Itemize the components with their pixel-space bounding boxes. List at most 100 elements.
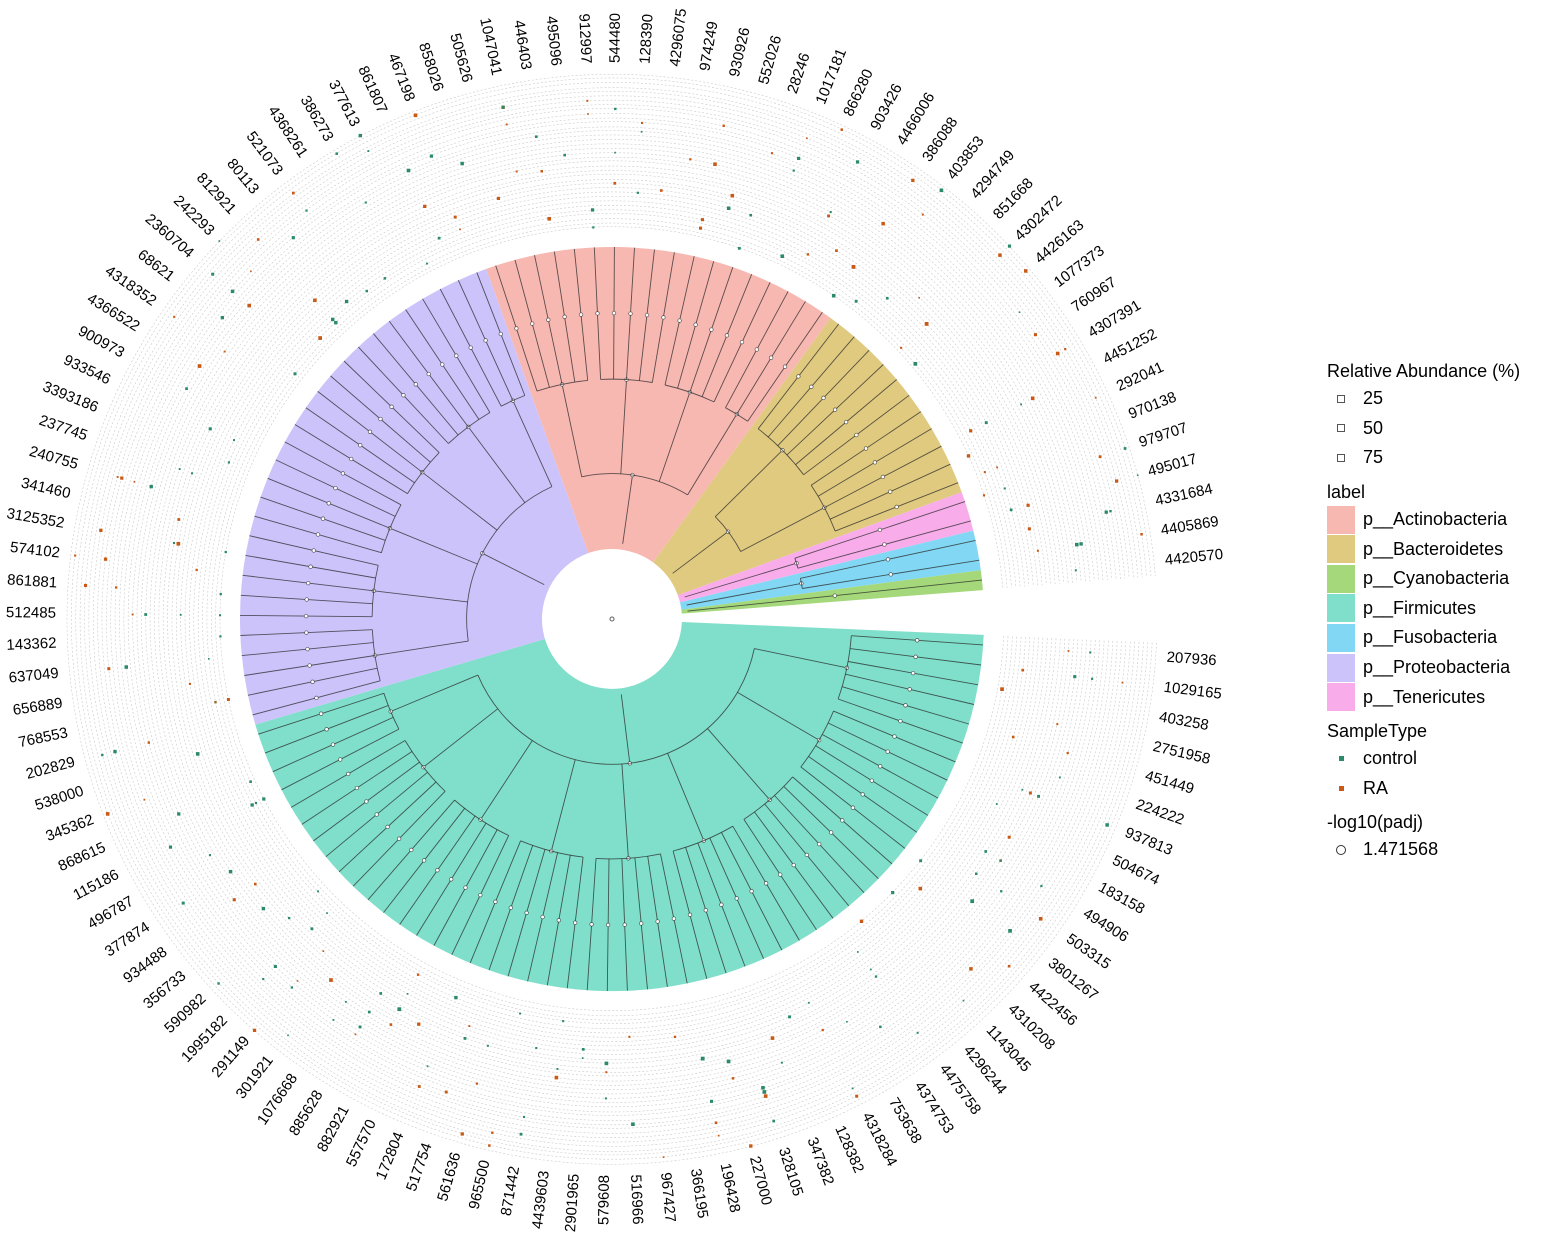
tree-node [338,757,343,762]
abundance-point [208,427,212,431]
tree-branch [687,413,738,496]
abundance-point [780,254,785,258]
abundance-point [749,1144,753,1148]
tree-node [687,912,693,917]
tree-node [671,916,677,921]
tree-node [898,718,903,724]
tree-branch [595,853,661,860]
abundance-point [345,1001,347,1003]
abundance-point [273,964,277,968]
abundance-point [975,872,978,875]
abundance-point [1136,474,1139,476]
abundance-legend-label: 50 [1363,417,1384,438]
abundance-point [290,986,293,989]
abundance-point [631,1122,635,1126]
abundance-point [208,658,210,660]
tree-branch [482,552,545,586]
abundance-legend-label: 75 [1363,447,1384,468]
tree-root-node [609,616,615,622]
phylum-sectors [239,246,984,992]
sampletype-legend-title: SampleType [1327,720,1428,741]
tree-branch [477,648,755,765]
abundance-point [970,899,975,904]
tree-node [885,749,890,754]
tree-node [791,862,796,868]
abundance-point [1079,542,1083,546]
tree-node [739,339,745,345]
tree-node [877,527,883,533]
tree-node [318,711,324,716]
abundance-point [851,265,856,269]
tip-label: 143362 [6,635,57,654]
abundance-point [770,1036,775,1040]
tree-node [832,407,838,412]
tree-node [498,331,503,337]
abundance-point [491,1131,494,1134]
abundance-point [714,1121,718,1125]
abundance-point [962,999,965,1002]
tip-label: 403258 [1158,709,1210,735]
abundance-point [855,1094,859,1098]
abundance-point [219,592,222,596]
abundance-point [726,1059,731,1064]
abundance-point [673,1035,677,1038]
abundance-point [292,236,295,239]
abundance-point [1021,788,1024,791]
tip-label: 467198 [384,51,418,104]
tree-node [907,687,912,692]
abundance-point [859,919,864,923]
abundance-point [700,218,704,222]
label-legend-item: p__Firmicutes [1327,594,1552,624]
abundance-point [737,246,741,250]
tree-node [310,679,315,684]
grid-ring [123,130,1100,1108]
abundance-point [855,160,860,164]
abundance-point [332,1019,335,1021]
abundance-point [358,1025,362,1029]
tip-label: 345362 [43,811,96,845]
tree-node [734,896,739,901]
abundance-point [1074,569,1077,572]
tree-node [869,778,874,783]
tree-node [530,321,535,326]
grid-ring [75,82,1148,1156]
tip-label: 574102 [9,539,61,562]
abundance-point [636,191,639,194]
tip-label: 495017 [1146,450,1199,480]
abundance-point [717,1134,720,1137]
label-legend-text: p__Tenericutes [1363,686,1486,707]
tip-label: 912997 [575,13,594,64]
tree-node [367,429,373,434]
tip-label: 903426 [867,81,906,133]
abundance-point [689,158,692,161]
label-color-swatch [1327,594,1355,623]
abundance-point [292,191,295,195]
grid-ring [84,90,1140,1147]
abundance-point [74,554,77,557]
abundance-point [1089,651,1092,654]
abundance-point [463,1037,467,1040]
tree-node [320,516,326,521]
tip-label: 517754 [403,1141,436,1194]
abundance-point [115,586,118,589]
tree-node [315,532,321,537]
abundance-point [454,995,458,1000]
abundance-point [821,1028,824,1032]
tree-branch [800,710,834,768]
abundance-point [919,859,923,863]
tree-branch [837,635,852,700]
tree-node [308,564,313,569]
tip-label: 868615 [56,839,109,875]
abundance-point [105,812,110,816]
tip-label: 446403 [510,19,535,71]
abundance-point [984,850,988,853]
abundance-point [317,890,319,893]
grid-ring [97,104,1127,1134]
abundance-point [641,121,644,124]
abundance-point [1105,823,1109,827]
abundance-point [250,270,252,273]
sampletype-legend-text: control [1363,748,1418,769]
tip-label: 970138 [1126,389,1179,423]
label-legend-item: p__Bacteroidetes [1327,534,1552,564]
tree-branch [714,449,783,518]
